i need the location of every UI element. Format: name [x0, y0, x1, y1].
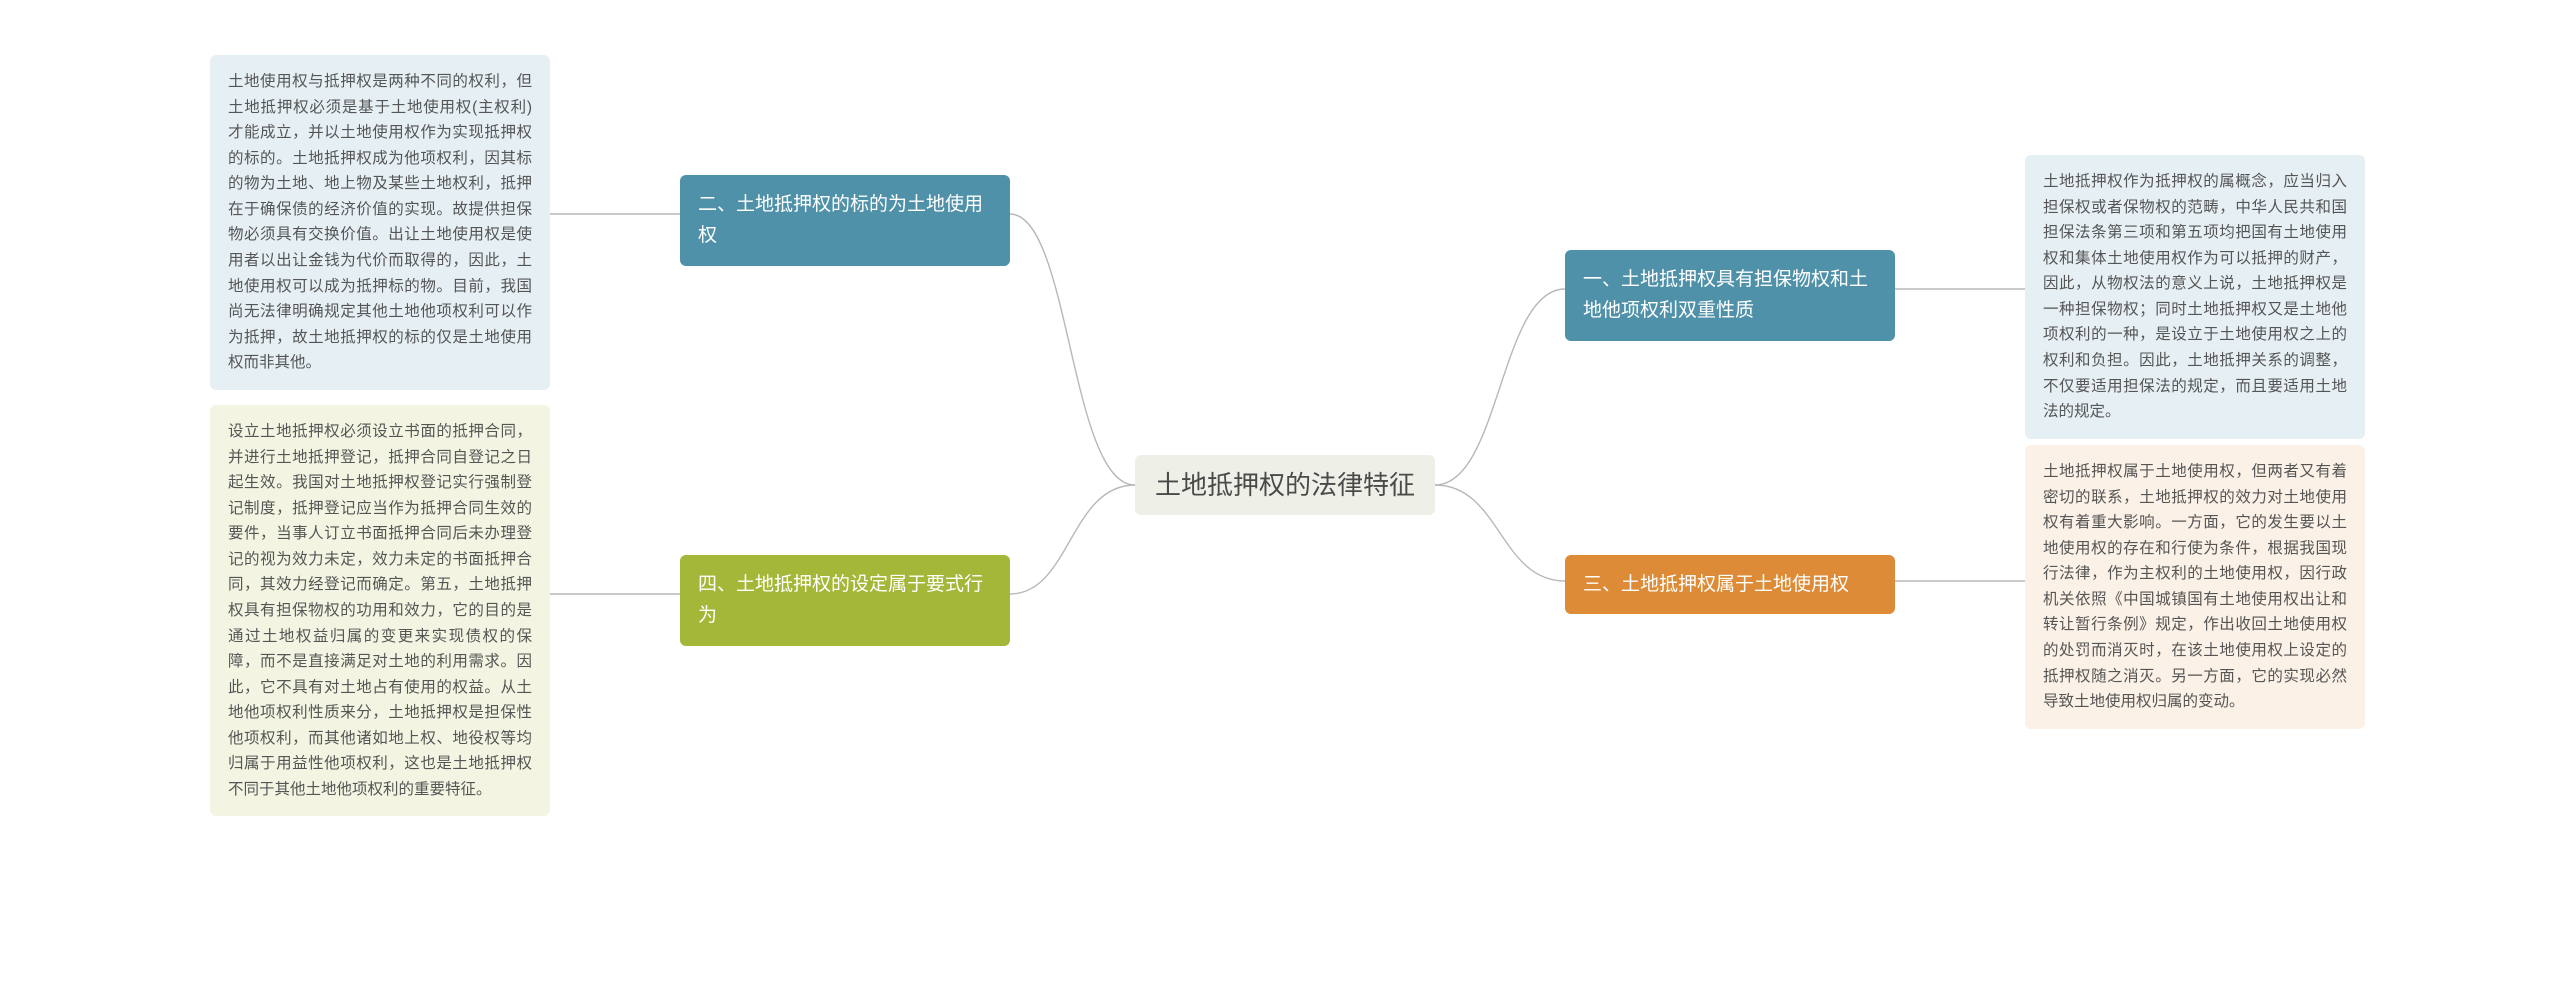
- branch-3-label: 三、土地抵押权属于土地使用权: [1583, 569, 1849, 600]
- branch-node-4[interactable]: 四、土地抵押权的设定属于要式行为: [680, 555, 1010, 646]
- branch-2-label: 二、土地抵押权的标的为土地使用权: [698, 189, 992, 252]
- leaf-2-text: 土地使用权与抵押权是两种不同的权利，但土地抵押权必须是基于土地使用权(主权利)才…: [228, 73, 532, 371]
- leaf-node-2[interactable]: 土地使用权与抵押权是两种不同的权利，但土地抵押权必须是基于土地使用权(主权利)才…: [210, 55, 550, 390]
- leaf-1-text: 土地抵押权作为抵押权的属概念，应当归入担保权或者保物权的范畴，中华人民共和国担保…: [2043, 173, 2347, 420]
- root-label: 土地抵押权的法律特征: [1155, 464, 1415, 507]
- leaf-4-text: 设立土地抵押权必须设立书面的抵押合同，并进行土地抵押登记，抵押合同自登记之日起生…: [228, 423, 532, 798]
- branch-4-label: 四、土地抵押权的设定属于要式行为: [698, 569, 992, 632]
- branch-node-3[interactable]: 三、土地抵押权属于土地使用权: [1565, 555, 1895, 614]
- mindmap-canvas: 土地抵押权的法律特征 一、土地抵押权具有担保物权和土地他项权利双重性质 二、土地…: [0, 0, 2560, 989]
- branch-node-2[interactable]: 二、土地抵押权的标的为土地使用权: [680, 175, 1010, 266]
- root-node[interactable]: 土地抵押权的法律特征: [1135, 455, 1435, 515]
- leaf-3-text: 土地抵押权属于土地使用权，但两者又有着密切的联系，土地抵押权的效力对土地使用权有…: [2043, 463, 2347, 710]
- leaf-node-4[interactable]: 设立土地抵押权必须设立书面的抵押合同，并进行土地抵押登记，抵押合同自登记之日起生…: [210, 405, 550, 816]
- leaf-node-3[interactable]: 土地抵押权属于土地使用权，但两者又有着密切的联系，土地抵押权的效力对土地使用权有…: [2025, 445, 2365, 729]
- branch-1-label: 一、土地抵押权具有担保物权和土地他项权利双重性质: [1583, 264, 1877, 327]
- branch-node-1[interactable]: 一、土地抵押权具有担保物权和土地他项权利双重性质: [1565, 250, 1895, 341]
- leaf-node-1[interactable]: 土地抵押权作为抵押权的属概念，应当归入担保权或者保物权的范畴，中华人民共和国担保…: [2025, 155, 2365, 439]
